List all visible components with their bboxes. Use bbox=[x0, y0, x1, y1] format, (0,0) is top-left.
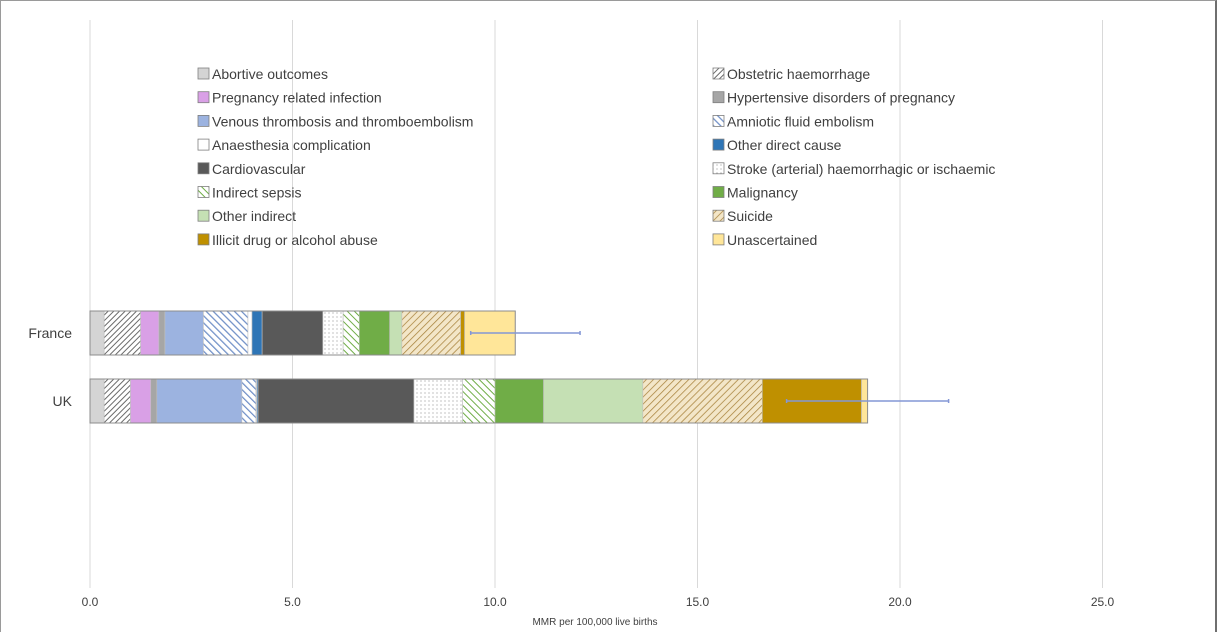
bar-segment-uk-obstetric-haemorrhage bbox=[103, 378, 131, 424]
gridlines bbox=[89, 20, 1103, 588]
x-tick-label: 5.0 bbox=[284, 595, 301, 609]
legend-swatch bbox=[712, 186, 725, 198]
category-label-france: France bbox=[28, 325, 72, 341]
legend-swatch bbox=[712, 67, 725, 80]
legend-swatch bbox=[197, 209, 210, 222]
bar-segment-france-cardiovascular bbox=[261, 310, 324, 356]
legend-label: Abortive outcomes bbox=[212, 66, 328, 82]
legend-label: Other direct cause bbox=[727, 137, 842, 153]
bars-group bbox=[89, 310, 869, 424]
legend-label: Illicit drug or alcohol abuse bbox=[212, 232, 378, 248]
legend-item-pregnancy-related-infection: Pregnancy related infection bbox=[197, 90, 382, 106]
legend-label: Hypertensive disorders of pregnancy bbox=[727, 90, 955, 106]
bar-segment-france-amniotic-fluid-embolism bbox=[203, 310, 249, 356]
legend-swatch bbox=[712, 209, 725, 222]
legend-label: Pregnancy related infection bbox=[212, 90, 382, 106]
legend-label: Anaesthesia complication bbox=[212, 137, 371, 153]
bar-segment-france-other-direct-cause bbox=[251, 310, 263, 356]
legend-label: Other indirect bbox=[212, 208, 296, 224]
bar-segment-france-pregnancy-related-infection bbox=[140, 310, 160, 356]
bar-segment-uk-malignancy bbox=[494, 378, 544, 424]
bar-segment-france-illicit-drug-or-alcohol-abuse bbox=[460, 310, 465, 356]
legend-item-stroke-arterial-haemorrhagic-or-ischaemic: Stroke (arterial) haemorrhagic or ischae… bbox=[712, 161, 995, 177]
legend-item-other-indirect: Other indirect bbox=[197, 208, 296, 224]
error-bars-group bbox=[469, 331, 950, 403]
legend-label: Amniotic fluid embolism bbox=[727, 113, 874, 129]
legend-item-amniotic-fluid-embolism: Amniotic fluid embolism bbox=[712, 113, 874, 129]
bar-segment-uk-stroke-arterial-haemorrhagic-or-ischaemic bbox=[413, 378, 463, 424]
bar-segment-uk-other-indirect bbox=[543, 378, 644, 424]
legend-label: Unascertained bbox=[727, 232, 817, 248]
bar-segment-france-other-indirect bbox=[389, 310, 403, 356]
legend-swatch bbox=[197, 67, 210, 80]
x-tick-label: 0.0 bbox=[82, 595, 99, 609]
bar-segment-france-hypertensive-disorders-of-pregnancy bbox=[158, 310, 166, 356]
legend-label: Malignancy bbox=[727, 185, 798, 201]
x-tick-labels: 0.0 5.0 10.0 15.0 20.0 25.0 bbox=[82, 595, 1115, 609]
legend-label: Cardiovascular bbox=[212, 161, 306, 177]
legend-swatch bbox=[197, 186, 210, 198]
legend-item-hypertensive-disorders-of-pregnancy: Hypertensive disorders of pregnancy bbox=[712, 90, 955, 106]
bar-segment-france-anaesthesia-complication bbox=[247, 310, 253, 356]
category-label-uk: UK bbox=[53, 393, 73, 409]
x-tick-label: 25.0 bbox=[1091, 595, 1115, 609]
legend-swatch bbox=[712, 138, 725, 151]
legend-swatch bbox=[712, 91, 725, 104]
legend-label: Stroke (arterial) haemorrhagic or ischae… bbox=[727, 161, 995, 177]
legend-item-obstetric-haemorrhage: Obstetric haemorrhage bbox=[712, 66, 870, 82]
legend-label: Indirect sepsis bbox=[212, 185, 301, 201]
x-axis-label: MMR per 100,000 live births bbox=[532, 617, 657, 628]
legend-label: Obstetric haemorrhage bbox=[727, 66, 870, 82]
bar-segment-uk-amniotic-fluid-embolism bbox=[241, 378, 257, 424]
category-labels: France UK bbox=[28, 325, 72, 409]
bar-segment-uk-hypertensive-disorders-of-pregnancy bbox=[150, 378, 158, 424]
legend-swatch bbox=[197, 138, 210, 151]
legend-item-venous-thrombosis-and-thromboembolism: Venous thrombosis and thromboembolism bbox=[197, 113, 473, 129]
bar-segment-france-abortive-outcomes bbox=[89, 310, 105, 356]
legend: Abortive outcomes Obstetric haemorrhage Pr… bbox=[197, 66, 995, 248]
bar-segment-france-suicide bbox=[401, 310, 461, 356]
legend-swatch bbox=[712, 162, 725, 175]
legend-swatch bbox=[197, 162, 210, 175]
legend-item-suicide: Suicide bbox=[712, 208, 773, 224]
legend-swatch bbox=[197, 91, 210, 104]
legend-swatch bbox=[712, 233, 725, 246]
bar-segment-france-indirect-sepsis bbox=[342, 310, 360, 356]
legend-item-unascertained: Unascertained bbox=[712, 232, 817, 248]
legend-item-other-direct-cause: Other direct cause bbox=[712, 137, 842, 153]
legend-item-malignancy: Malignancy bbox=[712, 185, 798, 201]
bar-segment-france-obstetric-haemorrhage bbox=[103, 310, 141, 356]
legend-swatch bbox=[712, 115, 725, 127]
bar-segment-uk-suicide bbox=[642, 378, 763, 424]
legend-item-illicit-drug-or-alcohol-abuse: Illicit drug or alcohol abuse bbox=[197, 232, 378, 248]
bar-segment-uk-venous-thrombosis-and-thromboembolism bbox=[156, 378, 243, 424]
legend-item-indirect-sepsis: Indirect sepsis bbox=[197, 185, 301, 201]
legend-item-cardiovascular: Cardiovascular bbox=[197, 161, 306, 177]
legend-swatch bbox=[197, 233, 210, 246]
bar-segment-france-malignancy bbox=[359, 310, 391, 356]
bar-segment-france-stroke-arterial-haemorrhagic-or-ischaemic bbox=[322, 310, 344, 356]
bar-segment-uk-indirect-sepsis bbox=[462, 378, 496, 424]
x-tick-label: 15.0 bbox=[686, 595, 710, 609]
bar-segment-uk-cardiovascular bbox=[257, 378, 415, 424]
legend-item-abortive-outcomes: Abortive outcomes bbox=[197, 66, 328, 82]
legend-label: Suicide bbox=[727, 208, 773, 224]
x-tick-label: 10.0 bbox=[483, 595, 507, 609]
bar-segment-france-venous-thrombosis-and-thromboembolism bbox=[164, 310, 204, 356]
x-tick-label: 20.0 bbox=[888, 595, 912, 609]
legend-item-anaesthesia-complication: Anaesthesia complication bbox=[197, 137, 371, 153]
bar-segment-uk-abortive-outcomes bbox=[89, 378, 105, 424]
legend-swatch bbox=[197, 115, 210, 127]
bar-segment-uk-pregnancy-related-infection bbox=[130, 378, 152, 424]
legend-label: Venous thrombosis and thromboembolism bbox=[212, 113, 473, 129]
